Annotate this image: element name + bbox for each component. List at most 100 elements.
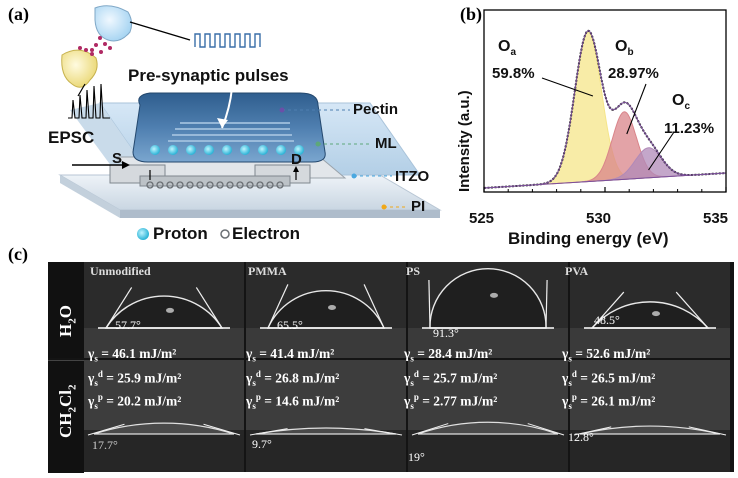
layer-leader-lines [279,107,408,210]
unmodified-gamma-sd-value: = 25.9 mJ/m² [106,370,182,386]
unmodified-gamma-s: γs = 46.1 mJ/m² [88,346,177,364]
source-label: S [112,150,123,167]
peak-a-sub: a [510,47,517,59]
unmodified-water-angle: 57.7° [115,318,141,332]
pmma-water-highlight [328,304,336,310]
peak-a-label: Oa [498,38,516,58]
unmodified-water-substrate [84,328,244,358]
peak-a-name: O [498,38,511,55]
peak-a-pct: 59.8% [492,65,535,82]
ps-gamma-sd: γsd = 25.7 mJ/m² [404,369,498,389]
presynaptic-neuron-icon [90,5,191,54]
electron-legend-label: Electron [232,224,301,243]
postsynaptic-neuron-icon [61,46,98,88]
pre-synaptic-label: Pre-synaptic pulses [128,66,289,85]
source-arrow [72,161,130,169]
gate-stripes [168,122,294,142]
peak-c-arrow [648,131,675,171]
col-pva-name: PVA [565,264,589,278]
pulse-arrow [217,87,233,129]
ps-water-angle: 91.3° [433,326,459,340]
ps-water-tangent-right [545,279,548,329]
panel-b-label: (b) [460,4,482,24]
ps-dcm-tangent-left [411,423,449,436]
unmodified-gamma-sd: γsd = 25.9 mJ/m² [88,369,182,389]
peak-b-sub: b [627,47,634,59]
droplet-images [84,262,730,472]
ps-gamma-sd-value: = 25.7 mJ/m² [422,370,498,386]
pmma-dcm-tangent-left [249,428,288,436]
pva-water-highlight [652,311,660,317]
pva-gamma-s: γs = 52.6 mJ/m² [562,346,651,364]
electron-row [146,181,284,189]
itzo-label: ITZO [395,168,430,185]
pva-dcm-tangent-left [573,426,612,436]
pmma-gamma-sp: γsp = 14.6 mJ/m² [246,392,340,412]
pectin-layer [132,92,326,163]
pmma-water-angle: 65.5° [277,318,303,332]
pva-water-angle: 48.5° [594,313,620,327]
ps-gamma-sp-value: = 2.77 mJ/m² [422,393,498,409]
peak-b-pct: 28.97% [608,65,659,82]
proton-legend-icon [137,228,149,240]
unmodified-dcm-substrate [84,430,244,472]
ps-gamma-s: γs = 28.4 mJ/m² [404,346,493,364]
unmodified-water-highlight [166,307,174,313]
peak-b-arrow [626,83,647,135]
pva-water-droplet [590,301,710,329]
unmodified-dcm-droplet [93,422,235,435]
xps-baseline [483,172,727,189]
h2o-row-header [48,262,84,358]
peak-c-name: O [672,92,685,109]
proton-row [150,145,304,155]
pectin-label: Pectin [353,101,399,118]
pva-water-substrate [570,328,730,358]
pmma-water-droplet [266,289,386,329]
xps-chart [483,9,727,193]
col-pmma-name: PMMA [248,264,287,278]
xps-tick-530: 530 [586,210,612,227]
pmma-gamma-s-value: = 41.4 mJ/m² [259,346,335,361]
peak-b-label: Ob [615,38,634,58]
panel-a-label: (a) [8,4,29,24]
xps-xlabel: Binding energy (eV) [508,229,669,248]
pmma-gamma-sp-value: = 14.6 mJ/m² [264,393,340,409]
pmma-dcm-substrate [246,430,406,472]
pmma-water-tangent-left [267,284,289,329]
unmodified-water-tangent-right [195,287,223,329]
pva-gamma-sd: γsd = 26.5 mJ/m² [562,369,656,389]
ps-dcm-substrate [408,430,568,472]
pva-water-tangent-left [591,291,625,329]
pva-gamma-sd-value: = 26.5 mJ/m² [580,370,656,386]
ps-dcm-tangent-right [527,423,565,436]
unmodified-water-droplet [104,295,224,329]
device-schematic [58,5,442,240]
h2o-row-label: H2O [56,305,79,337]
unmodified-water-tangent-left [105,287,133,329]
peak-c-pct: 11.23% [664,120,715,137]
pmma-gamma-sd-value: = 26.8 mJ/m² [264,370,340,386]
pmma-water-substrate [246,328,406,358]
pva-dcm-substrate [570,430,730,472]
unmodified-dcm-tangent-right [203,423,241,436]
pi-label: PI [411,198,426,215]
epsc-label: EPSC [48,128,95,147]
col-ps-name: PS [406,264,421,278]
ml-label: ML [375,135,397,152]
pmma-gamma-sd: γsd = 26.8 mJ/m² [246,369,340,389]
unmodified-gamma-sp-value: = 20.2 mJ/m² [106,393,182,409]
pulse-train-icon [194,33,261,48]
peak-c-sub: c [684,101,691,113]
pva-gamma-sp: γsp = 26.1 mJ/m² [562,392,656,412]
unmodified-dcm-angle: 17.7° [92,438,118,452]
ps-water-substrate [408,328,568,358]
unmodified-gamma-s-value: = 46.1 mJ/m² [101,346,177,361]
pva-gamma-s-value: = 52.6 mJ/m² [575,346,651,361]
ps-water-tangent-left [428,279,431,329]
peak-a-arrow [541,77,594,97]
electron-legend-icon [220,229,230,239]
pva-water-tangent-right [675,291,709,329]
xps-tick-535: 535 [703,210,729,227]
pmma-dcm-angle: 9.7° [252,437,272,451]
pmma-dcm-tangent-right [364,428,403,436]
